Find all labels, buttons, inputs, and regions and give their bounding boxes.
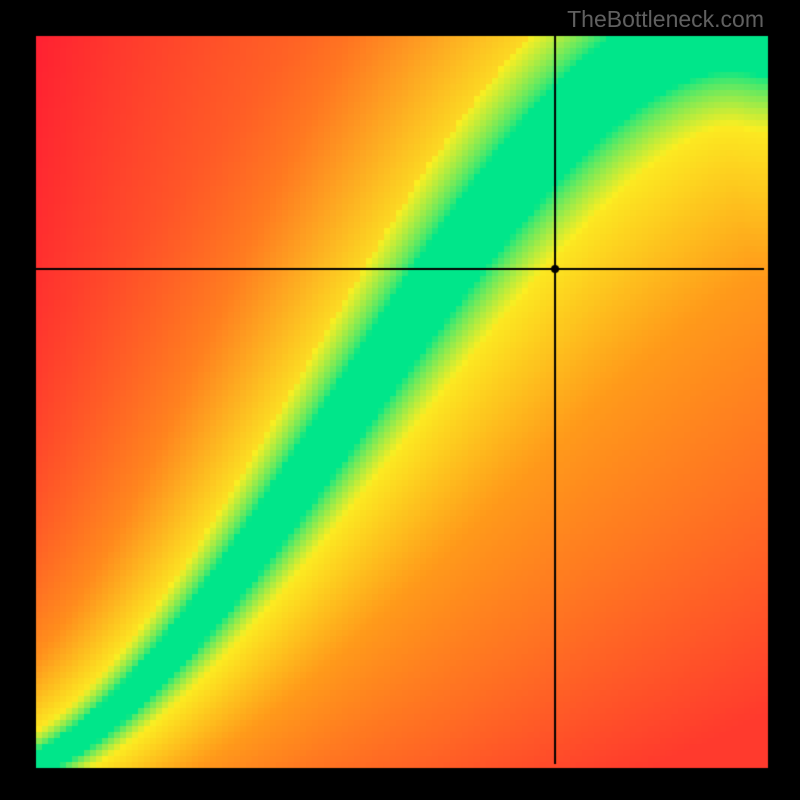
heatmap-canvas — [0, 0, 800, 800]
watermark-text: TheBottleneck.com — [567, 6, 764, 33]
